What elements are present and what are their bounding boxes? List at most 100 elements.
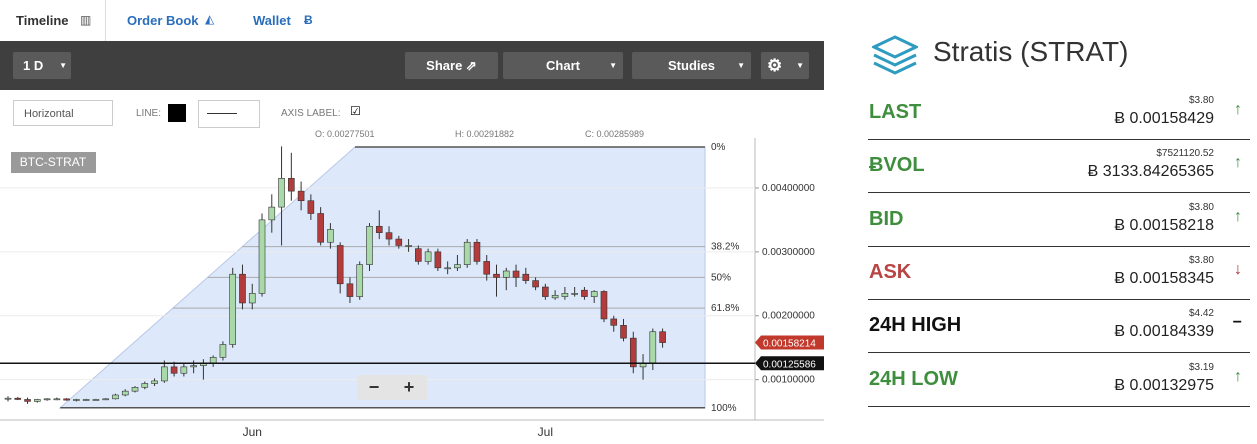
chart-button[interactable]: Chart ▼ (503, 52, 623, 79)
candle-body (317, 213, 324, 243)
candle-body (424, 251, 432, 262)
zoom-box (357, 375, 427, 400)
period: 1 D (23, 58, 44, 73)
tab-bar: Timeline ▥ Order Book ◭ Wallet Ƀ (0, 0, 824, 43)
candle-body (649, 331, 657, 364)
chart: 0.00400000 0.00300000 0.00200000 0.00100000… (0, 138, 824, 439)
ticker-label: LAST (869, 101, 922, 123)
x-tick-label: Jul (538, 425, 553, 439)
candle-body (581, 289, 588, 297)
price-tag (755, 356, 824, 371)
candle-body (473, 241, 481, 262)
candle-body (43, 398, 51, 401)
icon: ◭ (205, 12, 215, 26)
candle-body (522, 273, 530, 281)
candle-body (219, 344, 227, 358)
candle-body (53, 398, 61, 401)
ohlc-high: H: 0.00291882 (455, 129, 515, 139)
period-select[interactable]: 1 D ▼ (13, 52, 71, 79)
candle-body (229, 273, 237, 345)
symbol: BTC-STRAT (20, 155, 87, 169)
candle-body (121, 390, 129, 396)
candle-body (34, 399, 41, 402)
trend-icon: ↑ (1234, 154, 1242, 172)
candle-body (63, 398, 70, 401)
axis-label: AXIS LABEL: (281, 108, 341, 119)
ticker-label: BID (869, 207, 904, 230)
ticker-usd: $4.42 (1188, 308, 1214, 320)
candle-body (571, 293, 578, 295)
share: Share (426, 58, 463, 73)
ticker-btc: Ƀ 3133.84265365 (1087, 163, 1214, 181)
candle-body (102, 398, 109, 401)
color-swatch[interactable] (168, 104, 186, 122)
candle-body (307, 200, 315, 214)
y-tick-label: 0.00400000 (762, 183, 815, 194)
ticker-btc: Ƀ 0.00184339 (1114, 323, 1214, 341)
trend-icon: − (1232, 314, 1242, 332)
candle-body (395, 238, 403, 246)
candle-body (151, 380, 158, 384)
candle-body (161, 366, 168, 382)
tab[interactable]: Wallet (253, 13, 291, 28)
chart-label: Chart (546, 58, 580, 73)
ticker-usd: $3.19 (1188, 361, 1214, 373)
candle-body (82, 399, 90, 401)
candle-body (600, 291, 608, 320)
candle-body (92, 399, 100, 401)
checkbox[interactable]: ☑ (350, 104, 361, 118)
line-style-select[interactable] (198, 100, 260, 128)
candle-body (385, 232, 393, 240)
logo (872, 35, 918, 75)
y-tick-label: 0.00300000 (762, 247, 815, 258)
price-tag (755, 335, 824, 350)
candle-body (590, 291, 598, 297)
candle-body (639, 363, 647, 368)
candle-body (415, 248, 422, 262)
tool: Horizontal (24, 108, 74, 120)
candle-body (454, 264, 461, 269)
studies: Studies (668, 58, 715, 73)
icon: Ƀ (304, 13, 313, 27)
tool-select[interactable]: Horizontal (13, 100, 113, 126)
tab[interactable]: Order Book (127, 13, 199, 28)
line-label: LINE: (136, 108, 162, 119)
candle-body (112, 394, 119, 400)
zoom-in[interactable]: + (404, 377, 415, 397)
candle-body (620, 325, 627, 339)
settings-button[interactable]: ⚙ ▼ (761, 52, 809, 79)
candle-body (512, 270, 520, 278)
candle-body (73, 399, 80, 401)
ticker-row: 24H LOW $3.19 Ƀ 0.00132975 ↑ (868, 354, 1250, 407)
ticker-btc: Ƀ 0.00158345 (1114, 269, 1214, 287)
candle-body (336, 245, 344, 285)
tab[interactable]: Timeline (16, 13, 69, 28)
price-tag-label: 0.00125586 (763, 359, 816, 370)
symbol-box (11, 152, 96, 173)
studies-button[interactable]: Studies ▼ (632, 52, 751, 79)
ticker-label: ɃVOL (869, 154, 925, 177)
candle-body (190, 365, 197, 368)
ticker-usd: $7521120.52 (1156, 148, 1214, 160)
share-button[interactable]: Share ⇗ (405, 52, 498, 79)
zoom-out[interactable]: − (369, 377, 380, 397)
candle-body (180, 366, 188, 374)
candle-body (268, 206, 276, 221)
ticker-label: 24H HIGH (869, 314, 962, 337)
candle-body (278, 178, 285, 208)
candle-body (561, 293, 569, 297)
candle-body (141, 383, 149, 388)
candle-body (297, 190, 305, 202)
fib-label: 0% (711, 142, 726, 153)
candle-body (14, 397, 22, 400)
candle-body (248, 293, 256, 304)
ticker-title: Stratis (STRAT) (933, 36, 1129, 67)
candle-body (551, 294, 559, 299)
candle-body (542, 286, 549, 297)
candle-body (434, 251, 442, 269)
ticker-row: BID $3.80 Ƀ 0.00158218 ↑ (868, 194, 1250, 247)
ohlc-close: C: 0.00285989 (585, 129, 645, 139)
candle-body (239, 273, 246, 304)
ticker-usd: $3.80 (1188, 201, 1214, 213)
